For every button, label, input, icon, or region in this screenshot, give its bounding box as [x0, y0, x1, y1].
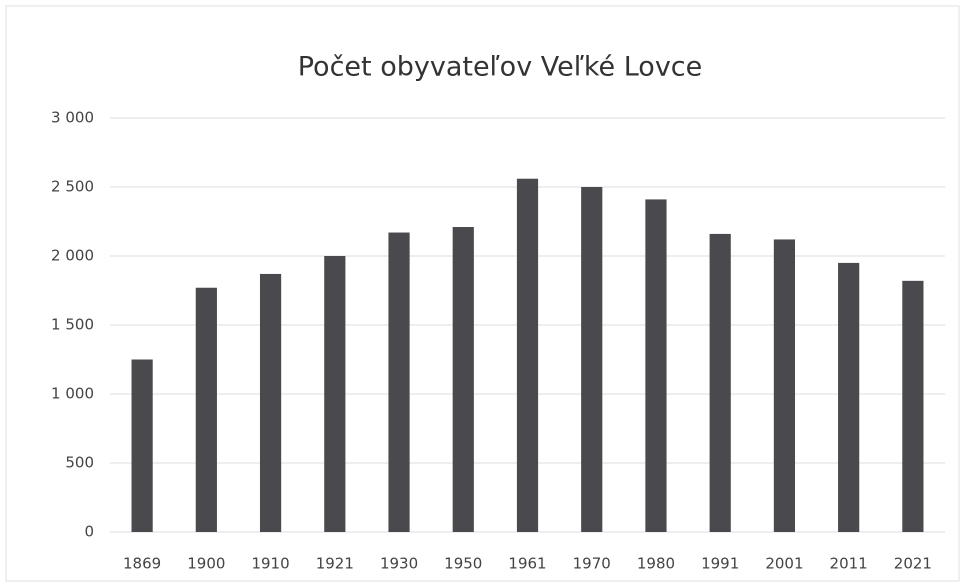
- y-tick-label: 3 000: [51, 109, 94, 127]
- bar: [773, 239, 796, 532]
- x-tick-label: 1980: [637, 555, 675, 573]
- bar: [516, 178, 539, 532]
- chart-frame: [5, 5, 960, 582]
- x-tick-label: 1910: [251, 555, 289, 573]
- bar: [645, 199, 667, 533]
- bar: [581, 187, 603, 532]
- y-tick-label: 2 000: [51, 247, 94, 265]
- x-tick-label: 1930: [380, 555, 418, 573]
- y-tick-label: 0: [84, 523, 94, 541]
- x-tick-label: 2001: [765, 555, 803, 573]
- x-tick-label: 1961: [508, 555, 546, 573]
- y-tick-label: 2 500: [51, 178, 94, 196]
- y-tick-label: 500: [65, 454, 94, 472]
- bar: [324, 256, 346, 532]
- bar: [259, 273, 282, 532]
- bar: [902, 280, 924, 532]
- x-tick-label: 1991: [701, 555, 739, 573]
- bar: [131, 359, 153, 532]
- x-tick-label: 1921: [316, 555, 354, 573]
- x-tick-label: 1900: [187, 555, 225, 573]
- bar: [709, 233, 731, 533]
- x-tick-label: 1950: [444, 555, 482, 573]
- bar: [838, 262, 860, 532]
- chart-title: Počet obyvateľov Veľké Lovce: [298, 52, 703, 83]
- y-tick-label: 1 500: [51, 316, 94, 334]
- x-tick-label: 1970: [573, 555, 611, 573]
- bar: [452, 227, 474, 532]
- x-tick-label: 2011: [830, 555, 868, 573]
- y-tick-label: 1 000: [51, 385, 94, 403]
- x-tick-label: 1869: [123, 555, 161, 573]
- bar: [195, 287, 217, 532]
- bar: [388, 232, 410, 533]
- x-tick-label: 2021: [894, 555, 932, 573]
